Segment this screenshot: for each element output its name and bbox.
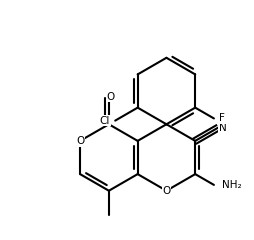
- Text: NH₂: NH₂: [221, 180, 241, 190]
- Text: O: O: [162, 186, 170, 196]
- Text: O: O: [76, 136, 84, 146]
- Text: Cl: Cl: [100, 116, 110, 126]
- Text: F: F: [219, 114, 225, 123]
- Text: N: N: [219, 123, 227, 133]
- Text: O: O: [106, 92, 115, 102]
